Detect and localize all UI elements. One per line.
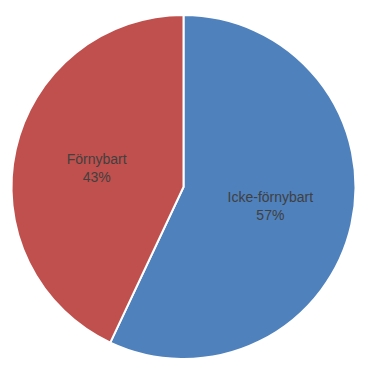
svg-text:Icke-förnybart: Icke-förnybart — [228, 189, 314, 205]
svg-text:43%: 43% — [83, 169, 111, 185]
svg-text:57%: 57% — [256, 207, 284, 223]
svg-text:Förnybart: Förnybart — [67, 151, 127, 167]
